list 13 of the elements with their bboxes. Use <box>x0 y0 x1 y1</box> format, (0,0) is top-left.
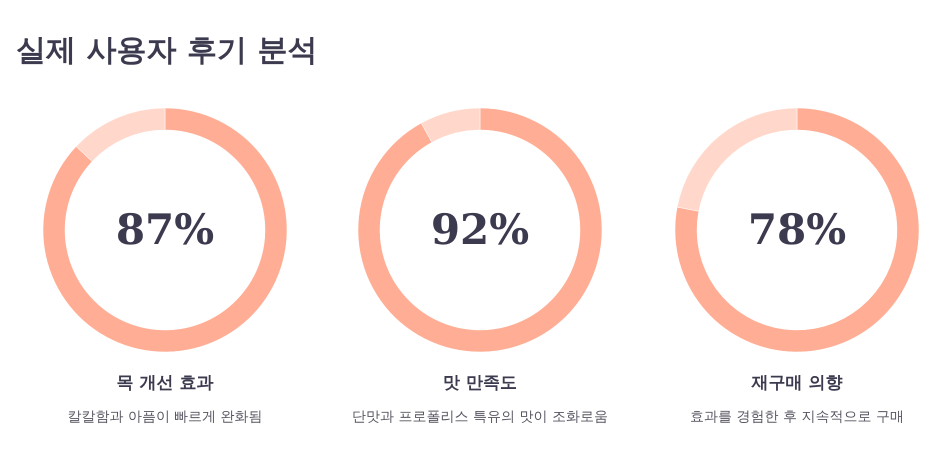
text: 효과를 경험한 후 지속적으로 구매 <box>690 409 904 425</box>
donut-slice <box>358 108 602 352</box>
text: 칼칼함과 아픔이 빠르게 완화됨 <box>67 409 263 425</box>
text: 실제 사용자 후기 분석 <box>16 33 318 68</box>
donut-slice <box>42 108 288 352</box>
text: 단맛과 프로폴리스 특유의 맛이 조화로움 <box>352 409 608 425</box>
data-label: 92% <box>430 205 530 254</box>
data-label: 87% <box>116 205 214 254</box>
text: 재구매 의향 <box>750 373 842 393</box>
text: 목 개선 효과 <box>116 373 214 393</box>
donut-slice <box>674 108 920 352</box>
data-label: 78% <box>748 205 846 254</box>
text: 맛 만족도 <box>443 373 517 393</box>
